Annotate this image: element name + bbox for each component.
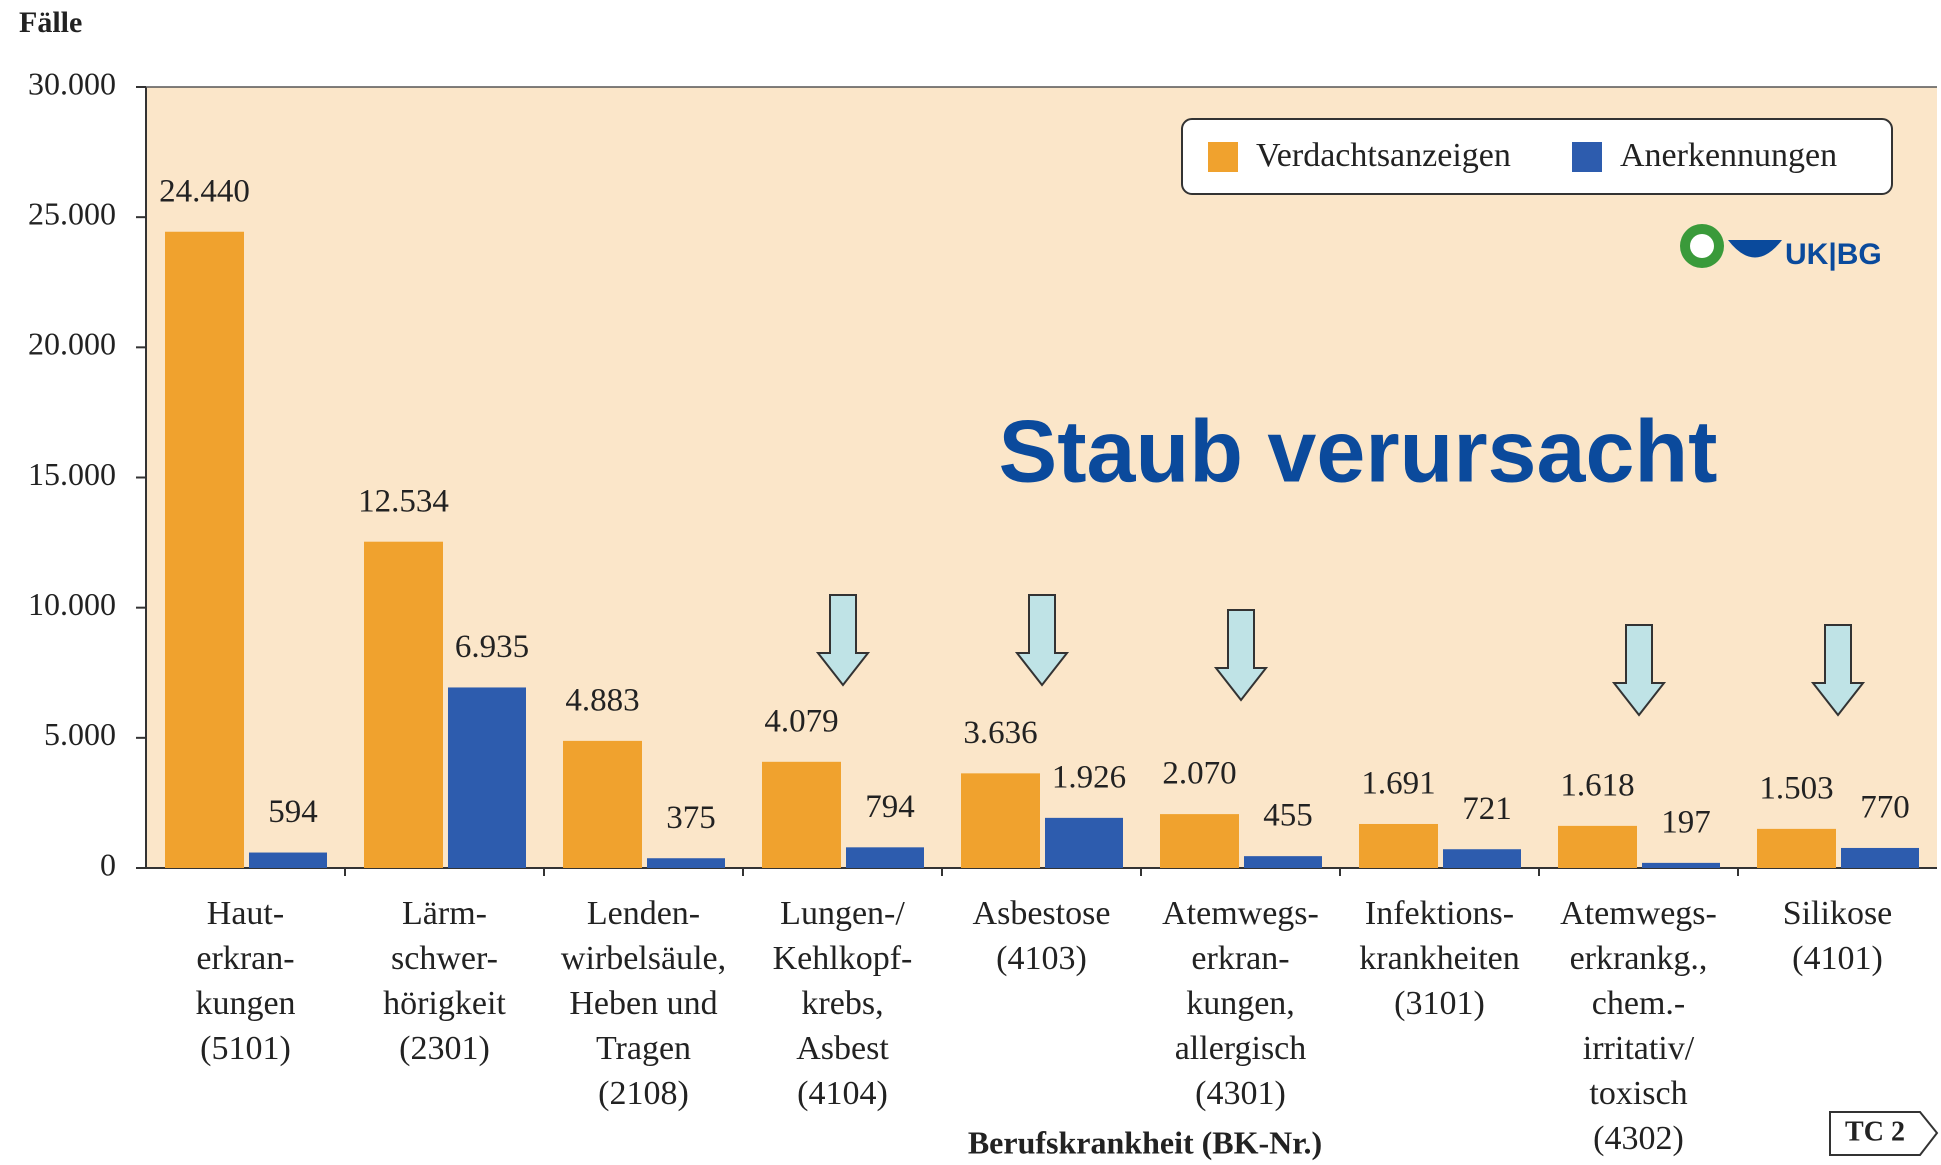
bar <box>961 773 1040 868</box>
value-label: 1.691 <box>1361 766 1435 802</box>
arrow <box>1213 609 1269 702</box>
bar <box>364 541 443 868</box>
x-tick-label: Silikose (4101) <box>1783 895 1893 977</box>
legend-box <box>1181 118 1893 195</box>
bar <box>647 858 725 868</box>
x-axis-label: Berufskrankheit (BK-Nr.) <box>968 1124 1322 1160</box>
bar <box>563 740 642 868</box>
logo: UK|BG <box>1680 224 1882 271</box>
value-label: 721 <box>1462 791 1512 827</box>
legend-label: Verdachtsanzeigen <box>1256 137 1511 174</box>
bar <box>1359 823 1438 868</box>
bar <box>1160 814 1239 868</box>
y-tick-label: 20.000 <box>28 326 116 362</box>
value-label: 4.883 <box>565 682 639 718</box>
plot-area <box>146 87 1937 868</box>
arrow <box>1014 594 1070 687</box>
value-label: 1.926 <box>1052 759 1126 795</box>
value-label: 2.070 <box>1162 756 1236 792</box>
legend-swatch <box>1208 142 1238 172</box>
value-label: 794 <box>865 789 915 825</box>
y-axis-label: Fälle <box>19 6 82 39</box>
x-tick-label: Lenden-wirbelsäule, Heben und Tragen (2108) <box>561 895 726 1112</box>
value-label: 1.503 <box>1759 770 1833 806</box>
badge-box <box>1829 1111 1939 1156</box>
value-label: 770 <box>1860 790 1910 826</box>
x-tick-label: Infektions-krankheiten (3101) <box>1359 895 1520 1022</box>
annotation: Staub verursacht <box>999 401 1718 500</box>
value-label: 594 <box>268 794 318 830</box>
bar <box>846 847 924 868</box>
value-label: 6.935 <box>455 629 529 665</box>
x-tick-label: Haut-erkran-kungen (5101) <box>195 895 295 1067</box>
bar <box>165 231 244 868</box>
legend-label: Anerkennungen <box>1620 137 1837 174</box>
y-tick-label: 0 <box>100 846 116 882</box>
badge: TC 2 <box>1845 1116 1905 1147</box>
bar <box>249 852 327 868</box>
y-tick-label: 25.000 <box>28 196 116 232</box>
value-label: 12.534 <box>358 483 449 519</box>
bar <box>1757 828 1836 868</box>
y-tick-label: 15.000 <box>28 456 116 492</box>
bar <box>448 687 526 868</box>
value-label: 197 <box>1661 804 1711 840</box>
value-label: 455 <box>1263 798 1313 834</box>
x-tick-label: Lungen-/Kehlkopf-krebs, Asbest (4104) <box>773 895 913 1112</box>
bar <box>1841 847 1919 868</box>
x-tick-label: Atemwegs-erkrankg., chem.-irritativ/toxis… <box>1560 895 1717 1157</box>
value-label: 375 <box>666 800 716 836</box>
bar <box>762 761 841 868</box>
bar <box>1244 856 1322 868</box>
x-tick-label: Atemwegs-erkran-kungen, allergisch (4301) <box>1162 895 1319 1112</box>
legend-swatch <box>1572 142 1602 172</box>
logo-icon <box>1690 234 1714 258</box>
arrow <box>815 594 871 687</box>
x-tick-label: Asbestose (4103) <box>973 895 1111 977</box>
bar <box>1443 849 1521 868</box>
value-label: 24.440 <box>159 173 250 209</box>
bar <box>1045 817 1123 868</box>
arrow <box>1611 624 1667 717</box>
value-label: 4.079 <box>764 703 838 739</box>
y-tick-label: 5.000 <box>44 716 116 752</box>
x-tick-label: Lärm-schwer-hörigkeit (2301) <box>383 895 506 1067</box>
logo-icon <box>1728 240 1782 258</box>
y-tick-label: 30.000 <box>28 65 116 101</box>
y-tick-label: 10.000 <box>28 586 116 622</box>
bar <box>1642 862 1720 868</box>
value-label: 1.618 <box>1560 767 1634 803</box>
bar <box>1558 825 1637 868</box>
value-label: 3.636 <box>963 715 1037 751</box>
logo-text: UK|BG <box>1785 238 1882 271</box>
arrow <box>1810 624 1866 717</box>
